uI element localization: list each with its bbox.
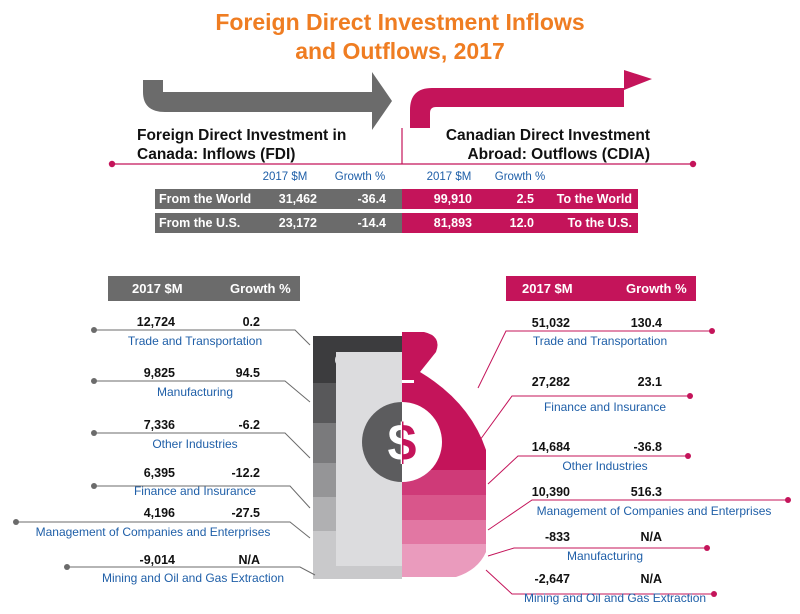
cdia-growth: -36.8 [633, 440, 663, 454]
cdia-growth: N/A [640, 530, 662, 544]
fdi-value: 7,336 [143, 418, 175, 432]
summary-right-label: To the U.S. [567, 216, 632, 230]
summary-row-world-cdia [402, 189, 638, 209]
summary-fdi-value: 31,462 [278, 192, 317, 206]
summary-header-fdi-growth: Growth % [334, 171, 386, 183]
chart-title-line-2: and Outflows, 2017 [295, 38, 505, 64]
fdi-industry-label: Other Industries [152, 437, 238, 451]
inflows-heading: Foreign Direct Investment in Canada: Inf… [137, 127, 347, 163]
fdi-growth: -27.5 [231, 506, 261, 520]
cdia-value: 10,390 [531, 485, 570, 499]
cdia-industry-label: Manufacturing [566, 549, 644, 563]
summary-row-us-fdi [155, 213, 402, 233]
summary-row-world-fdi [155, 189, 402, 209]
summary-cdia-value: 99,910 [433, 192, 472, 206]
dollar-icon: $ $ [362, 402, 442, 482]
summary-left-label: From the World [159, 192, 252, 206]
fdi-value: 12,724 [136, 315, 175, 329]
cdia-value: 14,684 [531, 440, 570, 454]
cdia-value: -833 [544, 530, 570, 544]
fdi-industry-label: Management of Companies and Enterprises [35, 525, 271, 539]
summary-cdia-value: 81,893 [433, 216, 472, 230]
cdia-leader-lines [477, 330, 788, 595]
cdia-value: 27,282 [531, 375, 570, 389]
summary-fdi-growth: -14.4 [357, 216, 387, 230]
fdi-header-value: 2017 $M [132, 281, 183, 296]
fdi-value: -9,014 [139, 553, 175, 567]
summary-header-fdi-value: 2017 $M [262, 171, 308, 183]
summary-header-cdia-growth: Growth % [494, 171, 546, 183]
fdi-value: 9,825 [143, 366, 175, 380]
main-divider-left-dot [108, 160, 116, 168]
cdia-industry-label: Other Industries [562, 459, 648, 473]
summary-cdia-growth: 12.0 [509, 216, 534, 230]
fdi-leader-dots [13, 327, 97, 570]
fdi-growth: -6.2 [238, 418, 260, 432]
cdia-header-growth: Growth % [626, 281, 687, 296]
cdia-industry-label: Mining and Oil and Gas Extraction [523, 591, 707, 605]
cdia-leader-dots [685, 328, 791, 597]
chart-title-line-1: Foreign Direct Investment Inflows [215, 9, 585, 35]
cdia-industry-label: Trade and Transportation [532, 334, 668, 348]
summary-header-cdia-value: 2017 $M [426, 171, 472, 183]
cdia-growth: N/A [640, 572, 662, 586]
fdi-industry-label: Mining and Oil and Gas Extraction [101, 571, 285, 585]
fdi-value: 4,196 [143, 506, 175, 520]
fdi-header-growth: Growth % [230, 281, 291, 296]
summary-left-label: From the U.S. [159, 216, 241, 230]
inflow-arrow-icon [143, 72, 392, 130]
svg-text:$: $ [388, 414, 417, 472]
fdi-growth: 0.2 [242, 315, 260, 329]
chart-title: Foreign Direct Investment Inflows and Ou… [0, 8, 800, 66]
cdia-growth: 516.3 [630, 485, 662, 499]
cdia-growth: 130.4 [630, 316, 662, 330]
cdia-section-header: 2017 $M Growth % [506, 276, 696, 301]
cdia-value: 51,032 [531, 316, 570, 330]
fdi-industry-label: Finance and Insurance [133, 484, 257, 498]
summary-cdia-growth: 2.5 [516, 192, 534, 206]
cdia-industry-label: Finance and Insurance [543, 400, 667, 414]
summary-fdi-value: 23,172 [278, 216, 317, 230]
cdia-value: -2,647 [534, 572, 570, 586]
summary-row-us-cdia [402, 213, 638, 233]
fdi-industry-label: Manufacturing [156, 385, 234, 399]
cdia-industry-label: Management of Companies and Enterprises [536, 504, 772, 518]
fdi-section-header: 2017 $M Growth % [108, 276, 300, 301]
fdi-growth: -12.2 [231, 466, 261, 480]
outflow-arrow-icon [410, 70, 652, 128]
fdi-value: 6,395 [143, 466, 175, 480]
summary-right-label: To the World [556, 192, 632, 206]
summary-fdi-growth: -36.4 [357, 192, 387, 206]
cdia-growth: 23.1 [637, 375, 662, 389]
cdia-header-value: 2017 $M [522, 281, 573, 296]
fdi-growth: N/A [238, 553, 260, 567]
outflows-heading: Canadian Direct Investment Abroad: Outfl… [445, 127, 650, 163]
fdi-leader-lines [16, 329, 316, 576]
svg-text:$: $ [388, 414, 417, 472]
main-divider-right-dot [689, 160, 697, 168]
fdi-industry-label: Trade and Transportation [127, 334, 263, 348]
fdi-growth: 94.5 [235, 366, 260, 380]
